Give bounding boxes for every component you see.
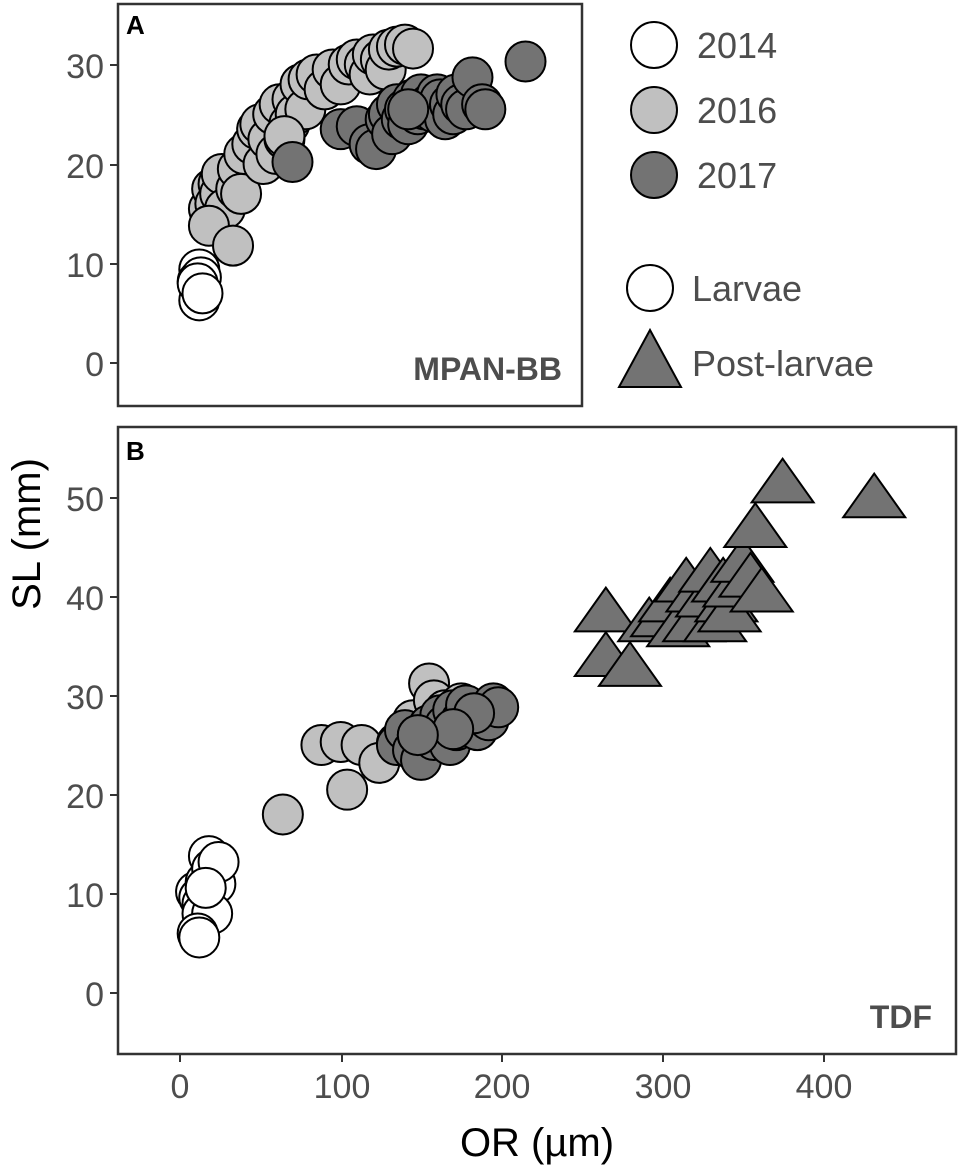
panel-a: A MPAN-BB 0 10 20 30 [66, 2, 584, 408]
panel-a-frame [116, 2, 584, 408]
panel-b-point-2014-larvae [184, 866, 227, 909]
panel-b-point-2017-post-larvae [728, 566, 795, 613]
panel-b-point-2017-post-larvae [841, 471, 908, 519]
panel-b-point-2017-post-larvae [572, 585, 639, 633]
panel-b-xtick-label: 200 [474, 1068, 531, 1106]
panel-b-frame [116, 425, 958, 1056]
panel-a-point-2014-larvae [181, 272, 224, 315]
panel-b-letter: B [126, 436, 145, 466]
panel-b-point-2014-larvae [178, 916, 221, 959]
panel-b-point-2016-larvae [261, 793, 304, 836]
x-axis-title: OR (µm) [460, 1121, 614, 1165]
panel-b-ytick-label: 0 [85, 976, 104, 1014]
legend-label-2016: 2016 [697, 90, 777, 131]
panel-b-point-2016-larvae [326, 768, 369, 811]
panel-b-y-ticks: 0 10 20 30 40 50 [66, 481, 118, 1014]
panel-b-point-2017-post-larvae [749, 456, 816, 504]
panel-b-ytick-label: 20 [66, 778, 104, 816]
panel-a-point-2017-larvae [271, 141, 314, 184]
panel-b-ytick-label: 50 [66, 481, 104, 519]
legend-swatch-2016 [630, 86, 678, 134]
panel-b-point-2017-post-larvae [597, 640, 663, 687]
legend-swatch-larvae [626, 264, 674, 312]
panel-b-x-ticks: 0 100 200 300 400 [171, 1054, 853, 1106]
panel-a-point-2017-larvae [464, 88, 507, 131]
panel-a-letter: A [126, 10, 145, 40]
panel-b-point-2017-larvae [396, 714, 439, 757]
legend-label-larvae: Larvae [692, 268, 802, 309]
y-axis-title: SL (mm) [5, 458, 49, 610]
panel-a-ytick-label: 30 [66, 48, 104, 86]
panel-b-point-2017-larvae [432, 708, 475, 751]
panel-a-ytick-label: 20 [66, 148, 104, 186]
panel-a-point-2016-larvae [212, 224, 255, 267]
panel-b-ytick-label: 30 [66, 679, 104, 717]
panel-b-xtick-label: 0 [171, 1068, 190, 1106]
legend-label-2014: 2014 [697, 25, 777, 66]
panel-b-xtick-label: 400 [796, 1068, 853, 1106]
panel-b-points [175, 456, 908, 959]
legend-swatch-2014 [630, 21, 678, 69]
legend-label-post-larvae: Post-larvae [692, 343, 874, 384]
panel-b-site-label: TDF [870, 999, 932, 1035]
panel-b-xtick-label: 100 [314, 1068, 371, 1106]
panel-b-ytick-label: 40 [66, 580, 104, 618]
panel-a-point-2017-larvae [387, 88, 430, 131]
panel-b: B TDF 0 10 20 30 40 50 0 100 200 300 4 [66, 425, 958, 1106]
panel-a-y-ticks: 0 10 20 30 [66, 48, 118, 384]
legend-label-2017: 2017 [697, 155, 777, 196]
panel-a-ytick-label: 0 [85, 346, 104, 384]
panel-a-ytick-label: 10 [66, 247, 104, 285]
panel-a-site-label: MPAN-BB [413, 351, 562, 387]
panel-b-point-2017-post-larvae [722, 501, 789, 548]
legend-swatch-2017 [630, 151, 678, 199]
panel-a-point-2016-larvae [392, 27, 435, 70]
panel-a-point-2017-larvae [504, 40, 547, 83]
legend: 2014 2016 2017 Larvae Post-larvae [617, 21, 874, 388]
panel-b-ytick-label: 10 [66, 877, 104, 915]
legend-swatch-post-larvae [617, 327, 683, 388]
panel-b-xtick-label: 300 [635, 1068, 692, 1106]
panel-a-points [176, 23, 547, 322]
